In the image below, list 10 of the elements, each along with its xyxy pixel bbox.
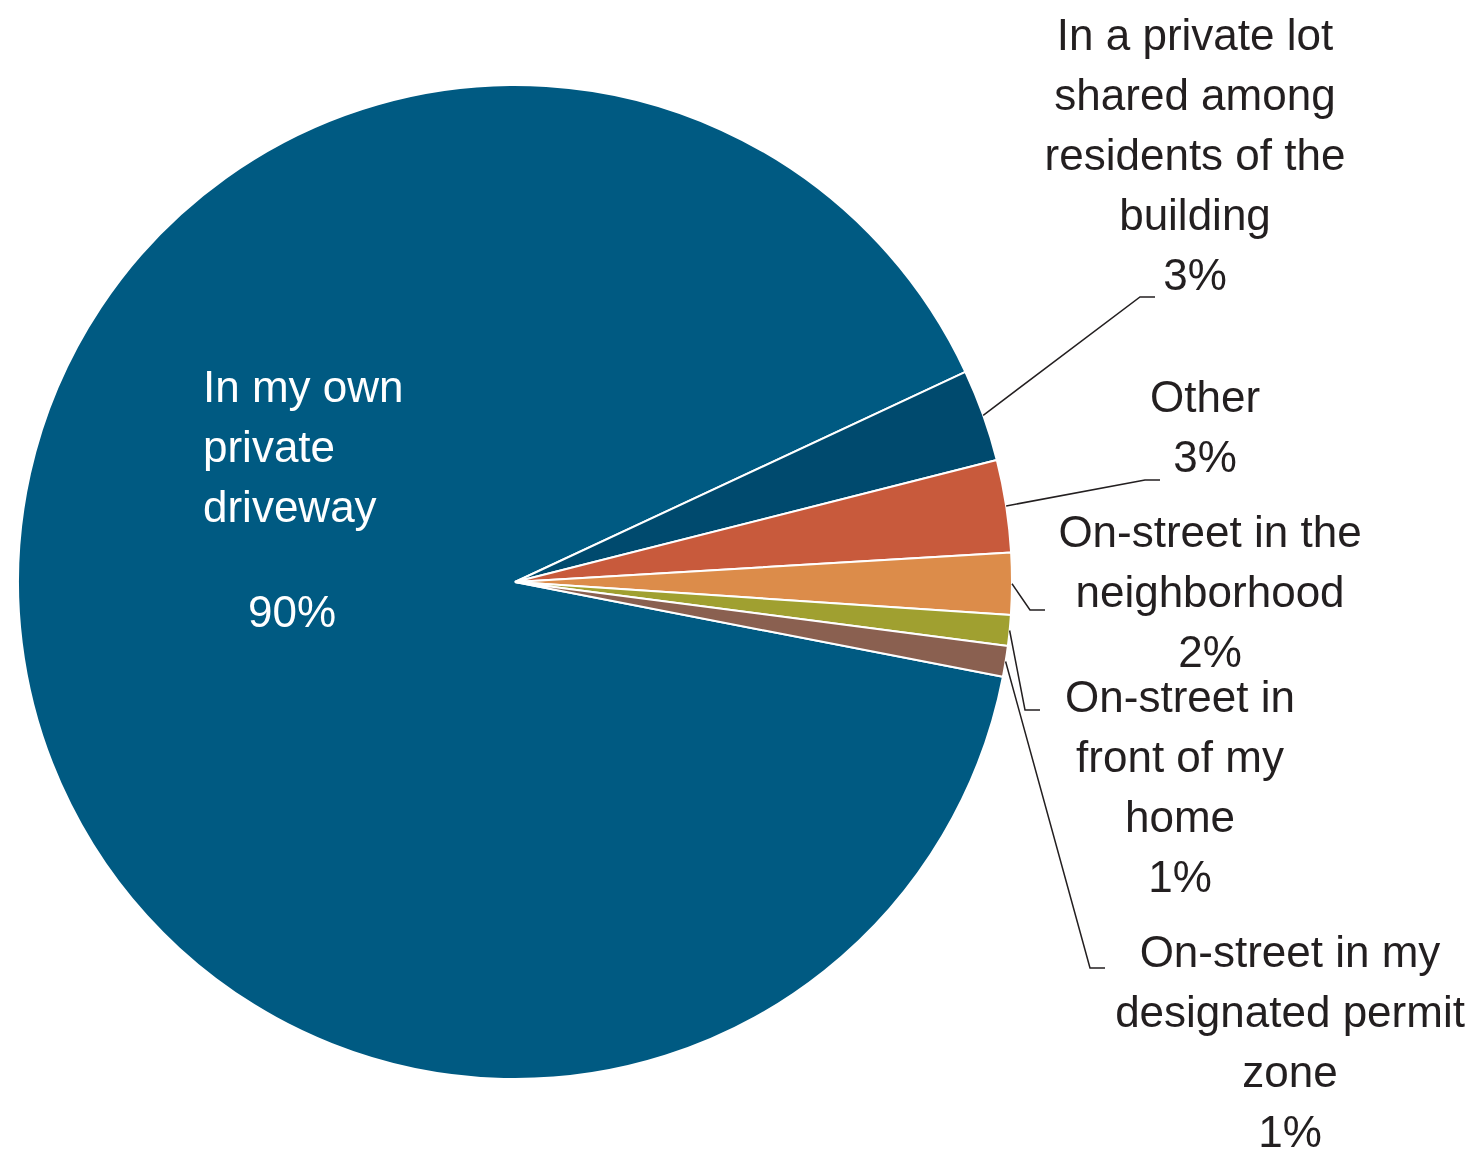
slice-label: In my own private driveway — [203, 362, 404, 532]
data-label: 3% — [1163, 250, 1227, 300]
slice-label: On-street in my designated permit zone — [1115, 927, 1465, 1097]
slice-label: Other — [1149, 372, 1261, 422]
data-label: 90% — [247, 587, 337, 637]
data-label: 3% — [1173, 432, 1237, 482]
slice-label: In a private lot shared among residents of the building — [1044, 10, 1346, 240]
data-label: 1% — [1148, 852, 1212, 902]
slice-label: On-street in the neighborhood — [1058, 507, 1362, 617]
data-label: 1% — [1258, 1107, 1322, 1156]
